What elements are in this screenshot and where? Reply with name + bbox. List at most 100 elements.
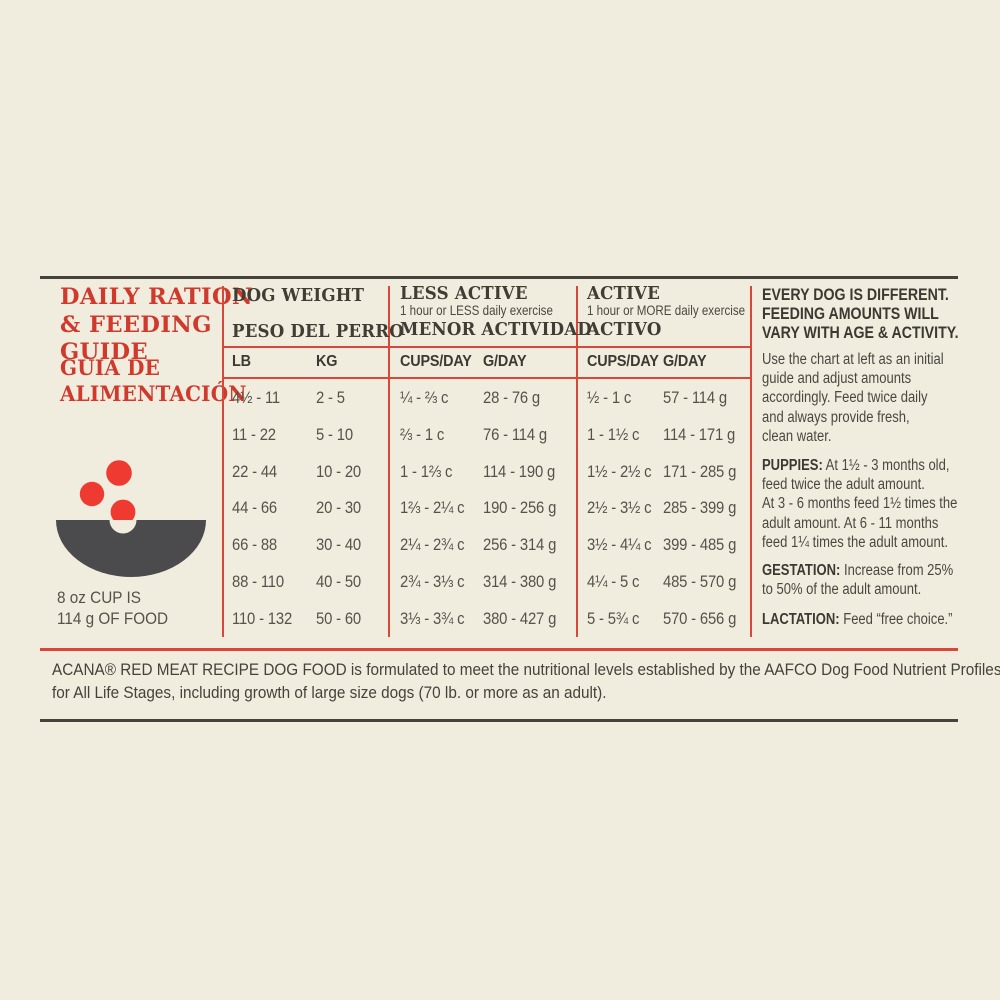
table-vline [750, 286, 752, 637]
paragraph-line: accordingly. Feed twice daily [762, 389, 928, 407]
activo-header: ACTIVO [587, 320, 662, 340]
paragraph-line: adult amount. At 6 - 11 months [762, 514, 939, 532]
lb-cell: 11 - 22 [232, 426, 276, 444]
less-active-cups-cell: 3⅓ - 3¾ c [400, 610, 465, 628]
paragraph-line: feed 1¼ times the adult amount. [762, 533, 949, 551]
title-line: GUIA DE [60, 355, 161, 380]
kg-cell: 50 - 60 [316, 610, 361, 628]
less-active-grams-cell: 114 - 190 g [483, 463, 556, 481]
less-active-cups-cell: 2¾ - 3⅓ c [400, 573, 465, 591]
paragraph-line: PUPPIES: At 1½ - 3 months old, [762, 456, 964, 475]
puppies-label: PUPPIES: [762, 457, 823, 474]
active-header: ACTIVE [587, 284, 661, 304]
kg-cell: 40 - 50 [316, 573, 361, 591]
title-line: & FEEDING [60, 311, 212, 338]
paragraph-line: LACTATION: Feed “free choice.” [762, 610, 964, 629]
lactation-paragraph: LACTATION: Feed “free choice.” [762, 610, 964, 629]
gestation-paragraph: GESTATION: Increase from 25% to 50% of t… [762, 561, 964, 599]
gestation-label: GESTATION: [762, 562, 841, 579]
bowl-shape [56, 520, 206, 577]
cups-day-column-header: CUPS/DAY [400, 353, 472, 370]
paragraph-text: Feed “free choice.” [839, 611, 953, 628]
paragraph-line: feed twice the adult amount. [762, 476, 925, 494]
less-active-header: LESS ACTIVE [400, 284, 528, 304]
paragraph-line: clean water. [762, 427, 832, 445]
cups-day-column-header: CUPS/DAY [587, 353, 659, 370]
title-line: DAILY RATION [60, 284, 253, 310]
paragraph-line: to 50% of the adult amount. [762, 581, 922, 599]
kg-cell: 30 - 40 [316, 536, 361, 554]
less-active-grams-cell: 190 - 256 g [483, 499, 557, 517]
guia-alimentacion-title: GUIA DE ALIMENTACIÓN [60, 355, 247, 407]
menor-actividad-header: MENOR ACTIVIDAD [400, 320, 592, 340]
less-active-cups-cell: ⅔ - 1 c [400, 426, 445, 444]
title-line: ALIMENTACIÓN [60, 381, 247, 406]
table-vline [388, 286, 390, 637]
less-active-cups-cell: 1⅔ - 2¼ c [400, 499, 465, 517]
g-day-column-header: G/DAY [483, 353, 527, 370]
kg-cell: 5 - 10 [316, 426, 353, 444]
table-hline [222, 377, 752, 379]
active-subtitle: 1 hour or MORE daily exercise [587, 303, 746, 318]
kg-column-header: KG [316, 353, 338, 370]
lb-cell: 88 - 110 [232, 573, 284, 591]
active-grams-cell: 485 - 570 g [663, 573, 737, 591]
paragraph-text: At 1½ - 3 months old, [822, 457, 950, 474]
lb-cell: 4½ - 11 [232, 389, 281, 407]
dog-weight-header: DOG WEIGHT [232, 286, 365, 306]
kg-cell: 10 - 20 [316, 463, 361, 481]
paragraph-line: GESTATION: Increase from 25% [762, 561, 964, 580]
table-row: 88 - 110 40 - 50 2¾ - 3⅓ c 314 - 380 g 4… [0, 573, 1000, 593]
table-vline [576, 286, 578, 637]
puppies-paragraph: PUPPIES: At 1½ - 3 months old, feed twic… [762, 456, 964, 552]
paragraph-line: and always provide fresh, [762, 408, 910, 426]
less-active-cups-cell: 2¼ - 2¾ c [400, 536, 465, 554]
table-hline [222, 346, 752, 348]
less-active-grams-cell: 28 - 76 g [483, 389, 541, 407]
title-line: GUIDE [60, 339, 149, 365]
cup-measure-note: 8 oz CUP IS 114 g OF FOOD [57, 587, 168, 629]
paragraph-line: At 3 - 6 months feed 1½ times the [762, 495, 958, 513]
active-cups-cell: 4¼ - 5 c [587, 573, 640, 591]
top-divider [40, 276, 958, 279]
lb-cell: 66 - 88 [232, 536, 277, 554]
headline-line: EVERY DOG IS DIFFERENT. [762, 286, 949, 304]
table-row: 22 - 44 10 - 20 1 - 1⅔ c 114 - 190 g 1½ … [0, 463, 1000, 483]
kg-cell: 2 - 5 [316, 389, 345, 407]
active-cups-cell: 2½ - 3½ c [587, 499, 652, 517]
active-grams-cell: 171 - 285 g [663, 463, 737, 481]
paragraph-line: Use the chart at left as an initial [762, 351, 944, 368]
active-grams-cell: 399 - 485 g [663, 536, 737, 554]
kibble-dot [106, 460, 132, 486]
g-day-column-header: G/DAY [663, 353, 707, 370]
table-row: 44 - 66 20 - 30 1⅔ - 2¼ c 190 - 256 g 2½… [0, 499, 1000, 519]
daily-ration-title: DAILY RATION & FEEDING GUIDE [60, 284, 253, 367]
lb-cell: 110 - 132 [232, 610, 293, 628]
less-active-grams-cell: 76 - 114 g [483, 426, 547, 444]
table-vline [222, 286, 224, 637]
table-bottom-divider [40, 648, 958, 651]
lactation-label: LACTATION: [762, 611, 840, 628]
less-active-grams-cell: 314 - 380 g [483, 573, 557, 591]
less-active-subtitle: 1 hour or LESS daily exercise [400, 303, 553, 318]
active-cups-cell: ½ - 1 c [587, 389, 632, 407]
lb-column-header: LB [232, 353, 251, 370]
kibble-dot [110, 499, 136, 520]
aafco-statement: ACANA® RED MEAT RECIPE DOG FOOD is formu… [52, 659, 1000, 704]
kibble-dot [79, 481, 105, 507]
table-row: 4½ - 11 2 - 5 ¼ - ⅔ c 28 - 76 g ½ - 1 c … [0, 389, 1000, 409]
active-cups-cell: 1½ - 2½ c [587, 463, 652, 481]
bowl-with-kibble-icon [56, 460, 206, 577]
less-active-grams-cell: 380 - 427 g [483, 610, 557, 628]
cup-note-line: 114 g OF FOOD [57, 609, 169, 628]
active-cups-cell: 3½ - 4¼ c [587, 536, 652, 554]
footer-line: ACANA® RED MEAT RECIPE DOG FOOD is formu… [52, 660, 1000, 679]
headline-line: VARY WITH AGE & ACTIVITY. [762, 323, 959, 342]
headline-line: FEEDING AMOUNTS WILL [762, 304, 939, 323]
every-dog-headline: EVERY DOG IS DIFFERENT. FEEDING AMOUNTS … [762, 286, 968, 342]
bottom-divider [40, 719, 958, 722]
active-grams-cell: 57 - 114 g [663, 389, 727, 407]
active-cups-cell: 5 - 5¾ c [587, 610, 640, 628]
paragraph-line: guide and adjust amounts [762, 370, 912, 388]
